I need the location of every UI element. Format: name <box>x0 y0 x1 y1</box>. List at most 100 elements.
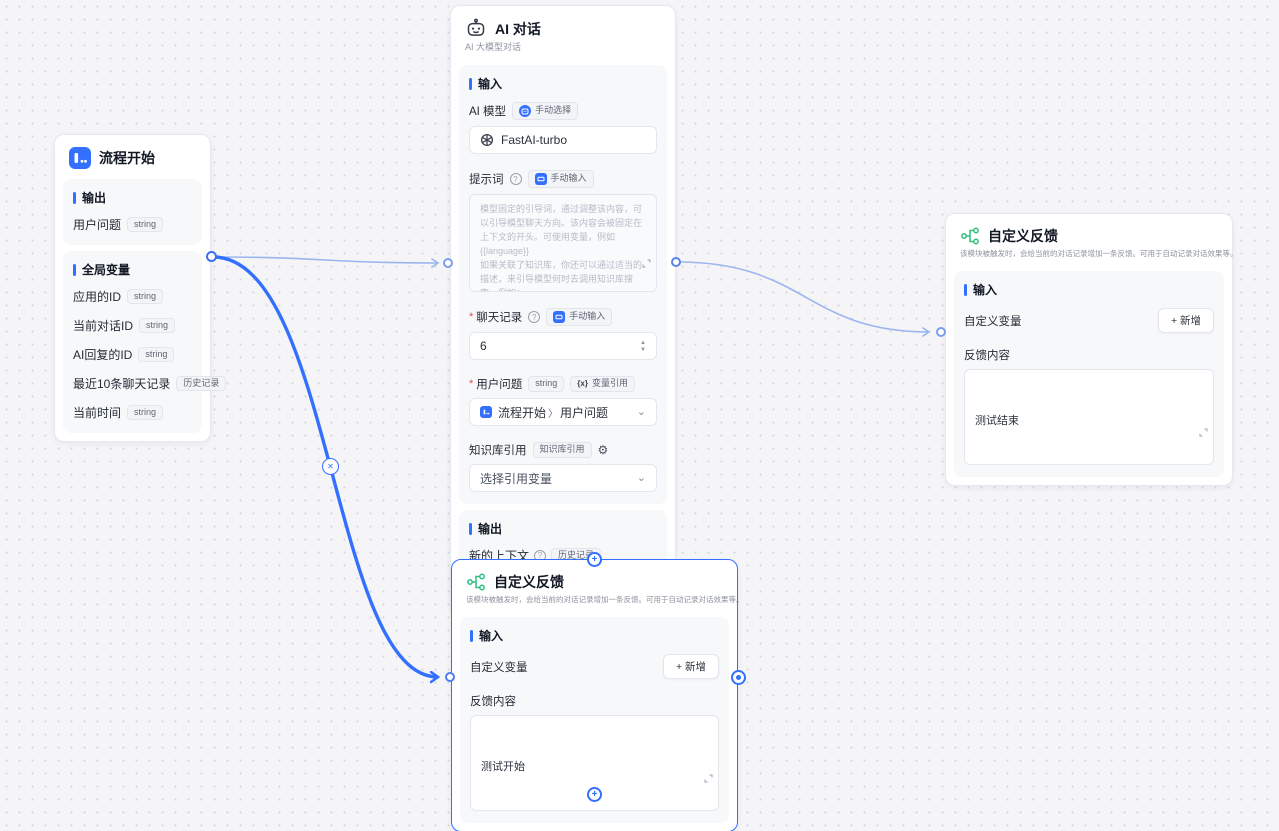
var-label: AI回复的ID <box>73 348 133 362</box>
manual-input-icon <box>553 311 566 323</box>
handle-flow-start-source[interactable] <box>206 251 217 262</box>
prompt-placeholder: 模型固定的引导词，通过调整该内容，可以引导模型聊天方向。该内容会被固定在上下文的… <box>480 204 643 291</box>
kb-select[interactable]: 选择引用变量 ⌄ <box>469 464 657 492</box>
prompt-label: 提示词 <box>469 174 504 186</box>
history-value: 6 <box>480 339 487 353</box>
handle-feedback-right-target[interactable] <box>936 327 946 337</box>
model-label: AI 模型 <box>469 106 507 118</box>
variable-ref-badge[interactable]: {x} 变量引用 <box>570 376 635 392</box>
add-variable-button[interactable]: + 新增 <box>1157 308 1214 333</box>
feedback-icon <box>960 226 980 246</box>
delete-edge-button[interactable]: ✕ <box>322 458 339 475</box>
expand-icon[interactable] <box>1175 409 1208 460</box>
flow-start-mini-icon <box>480 406 492 418</box>
feedback-content-value[interactable]: 测试结束 <box>975 412 1203 464</box>
required-mark: * <box>469 311 474 323</box>
kb-label: 知识库引用 <box>469 445 527 457</box>
history-mode-badge[interactable]: 手动输入 <box>546 308 613 326</box>
section-bar <box>469 522 472 535</box>
question-label: 用户问题 <box>476 379 523 391</box>
node-subtitle: 该模块被触发时，会给当前的对话记录增加一条反馈。可用于自动记录对话效果等。 <box>466 595 744 604</box>
prompt-textarea[interactable]: 模型固定的引导词，通过调整该内容，可以引导模型聊天方向。该内容会被固定在上下文的… <box>469 194 657 292</box>
node-title: 自定义反馈 <box>494 574 564 590</box>
section-title: 全局变量 <box>82 263 131 277</box>
section-bar <box>470 629 473 642</box>
step-down-icon[interactable]: ▼ <box>640 346 646 353</box>
feedback-content-label: 反馈内容 <box>964 350 1010 362</box>
model-select[interactable]: FastAI-turbo <box>469 126 657 154</box>
robot-mini-icon <box>519 105 532 117</box>
model-provider-icon <box>480 133 494 147</box>
custom-var-label: 自定义变量 <box>470 661 528 674</box>
type-badge: string <box>528 376 565 392</box>
section-title: 输出 <box>478 522 503 536</box>
node-ai-chat[interactable]: AI 对话 AI 大模型对话 输入 AI 模型 手动选择 FastAI-turb… <box>450 5 676 616</box>
type-badge: string <box>138 346 175 363</box>
var-row: 最近10条聊天记录 历史记录 <box>73 375 227 392</box>
model-mode-badge[interactable]: 手动选择 <box>512 102 579 120</box>
section-title: 输入 <box>478 77 503 91</box>
var-row: 当前对话ID string <box>73 317 192 334</box>
expand-icon[interactable] <box>680 755 713 806</box>
help-icon[interactable]: ? <box>528 311 541 323</box>
chevron-down-icon: ⌄ <box>636 471 646 484</box>
type-badge: string <box>127 216 164 233</box>
node-feedback-right[interactable]: 自定义反馈 该模块被触发时，会给当前的对话记录增加一条反馈。可用于自动记录对话效… <box>945 213 1238 486</box>
output-label: 用户问题 <box>73 218 122 232</box>
node-title: 自定义反馈 <box>988 228 1058 244</box>
var-row: AI回复的ID string <box>73 346 192 363</box>
feedback-content-value[interactable]: 测试开始 <box>481 758 708 810</box>
handle-feedback-bottom-target[interactable] <box>445 672 455 682</box>
section-bar <box>469 77 472 90</box>
history-number-input[interactable]: 6 ▲ ▼ <box>469 332 657 360</box>
section-title: 输入 <box>973 283 998 297</box>
question-source-select[interactable]: 流程开始 〉 用户问题 ⌄ <box>469 398 657 426</box>
handle-ai-chat-source[interactable] <box>671 257 681 267</box>
section-bar <box>964 283 967 296</box>
kb-type-badge: 知识库引用 <box>532 442 592 458</box>
node-subtitle: AI 大模型对话 <box>465 42 522 52</box>
handle-feedback-bottom-top[interactable]: + <box>587 552 602 567</box>
model-mode-label: 手动选择 <box>535 105 572 116</box>
edge-flowstart-to-aichat[interactable] <box>212 256 440 268</box>
edge-aichat-to-feedback-right[interactable] <box>677 261 931 337</box>
ai-chat-input-section: 输入 AI 模型 手动选择 FastAI-turbo 提示词 ? <box>459 65 667 504</box>
number-stepper[interactable]: ▲ ▼ <box>640 340 646 353</box>
type-badge: string <box>139 317 176 334</box>
section-bar <box>73 263 76 276</box>
manual-input-icon <box>534 173 547 185</box>
feedback-content-textarea[interactable]: 测试结束 <box>964 369 1214 465</box>
node-flow-start[interactable]: 流程开始 输出 用户问题 string 全局变量 应用的ID string 当前… <box>54 134 227 442</box>
varref-label: 变量引用 <box>591 378 628 389</box>
type-badge: 历史记录 <box>176 375 227 392</box>
type-badge: string <box>127 404 164 421</box>
step-up-icon[interactable]: ▲ <box>640 339 646 346</box>
node-title: AI 对话 <box>495 21 541 37</box>
handle-ai-chat-target[interactable] <box>443 258 453 268</box>
node-feedback-bottom[interactable]: 自定义反馈 该模块被触发时，会给当前的对话记录增加一条反馈。可用于自动记录对话效… <box>451 559 744 831</box>
var-row: 当前时间 string <box>73 404 192 421</box>
gear-icon[interactable]: ⚙ <box>597 443 609 457</box>
var-label: 应用的ID <box>73 290 122 304</box>
history-mode-label: 手动输入 <box>569 311 606 322</box>
var-label: 最近10条聊天记录 <box>73 377 171 391</box>
node-subtitle: 该模块被触发时，会给当前的对话记录增加一条反馈。可用于自动记录对话效果等。 <box>960 249 1238 258</box>
add-variable-button[interactable]: + 新增 <box>662 654 719 679</box>
model-value: FastAI-turbo <box>501 133 568 147</box>
robot-icon <box>465 18 487 40</box>
var-row: 应用的ID string <box>73 288 192 305</box>
flow-start-icon <box>69 147 91 169</box>
output-row: 用户问题 string <box>73 216 192 233</box>
required-mark: * <box>469 378 474 390</box>
var-label: 当前对话ID <box>73 319 134 333</box>
handle-feedback-bottom-bottom[interactable]: + <box>587 787 602 802</box>
help-icon[interactable]: ? <box>509 173 522 185</box>
section-bar <box>73 191 76 204</box>
expand-icon[interactable] <box>622 245 651 287</box>
prompt-mode-badge[interactable]: 手动输入 <box>527 170 594 188</box>
kb-placeholder: 选择引用变量 <box>480 471 553 486</box>
section-title: 输入 <box>479 629 504 643</box>
prompt-mode-label: 手动输入 <box>550 173 587 184</box>
handle-feedback-bottom-source[interactable] <box>731 670 746 685</box>
chevron-down-icon: ⌄ <box>636 405 646 418</box>
